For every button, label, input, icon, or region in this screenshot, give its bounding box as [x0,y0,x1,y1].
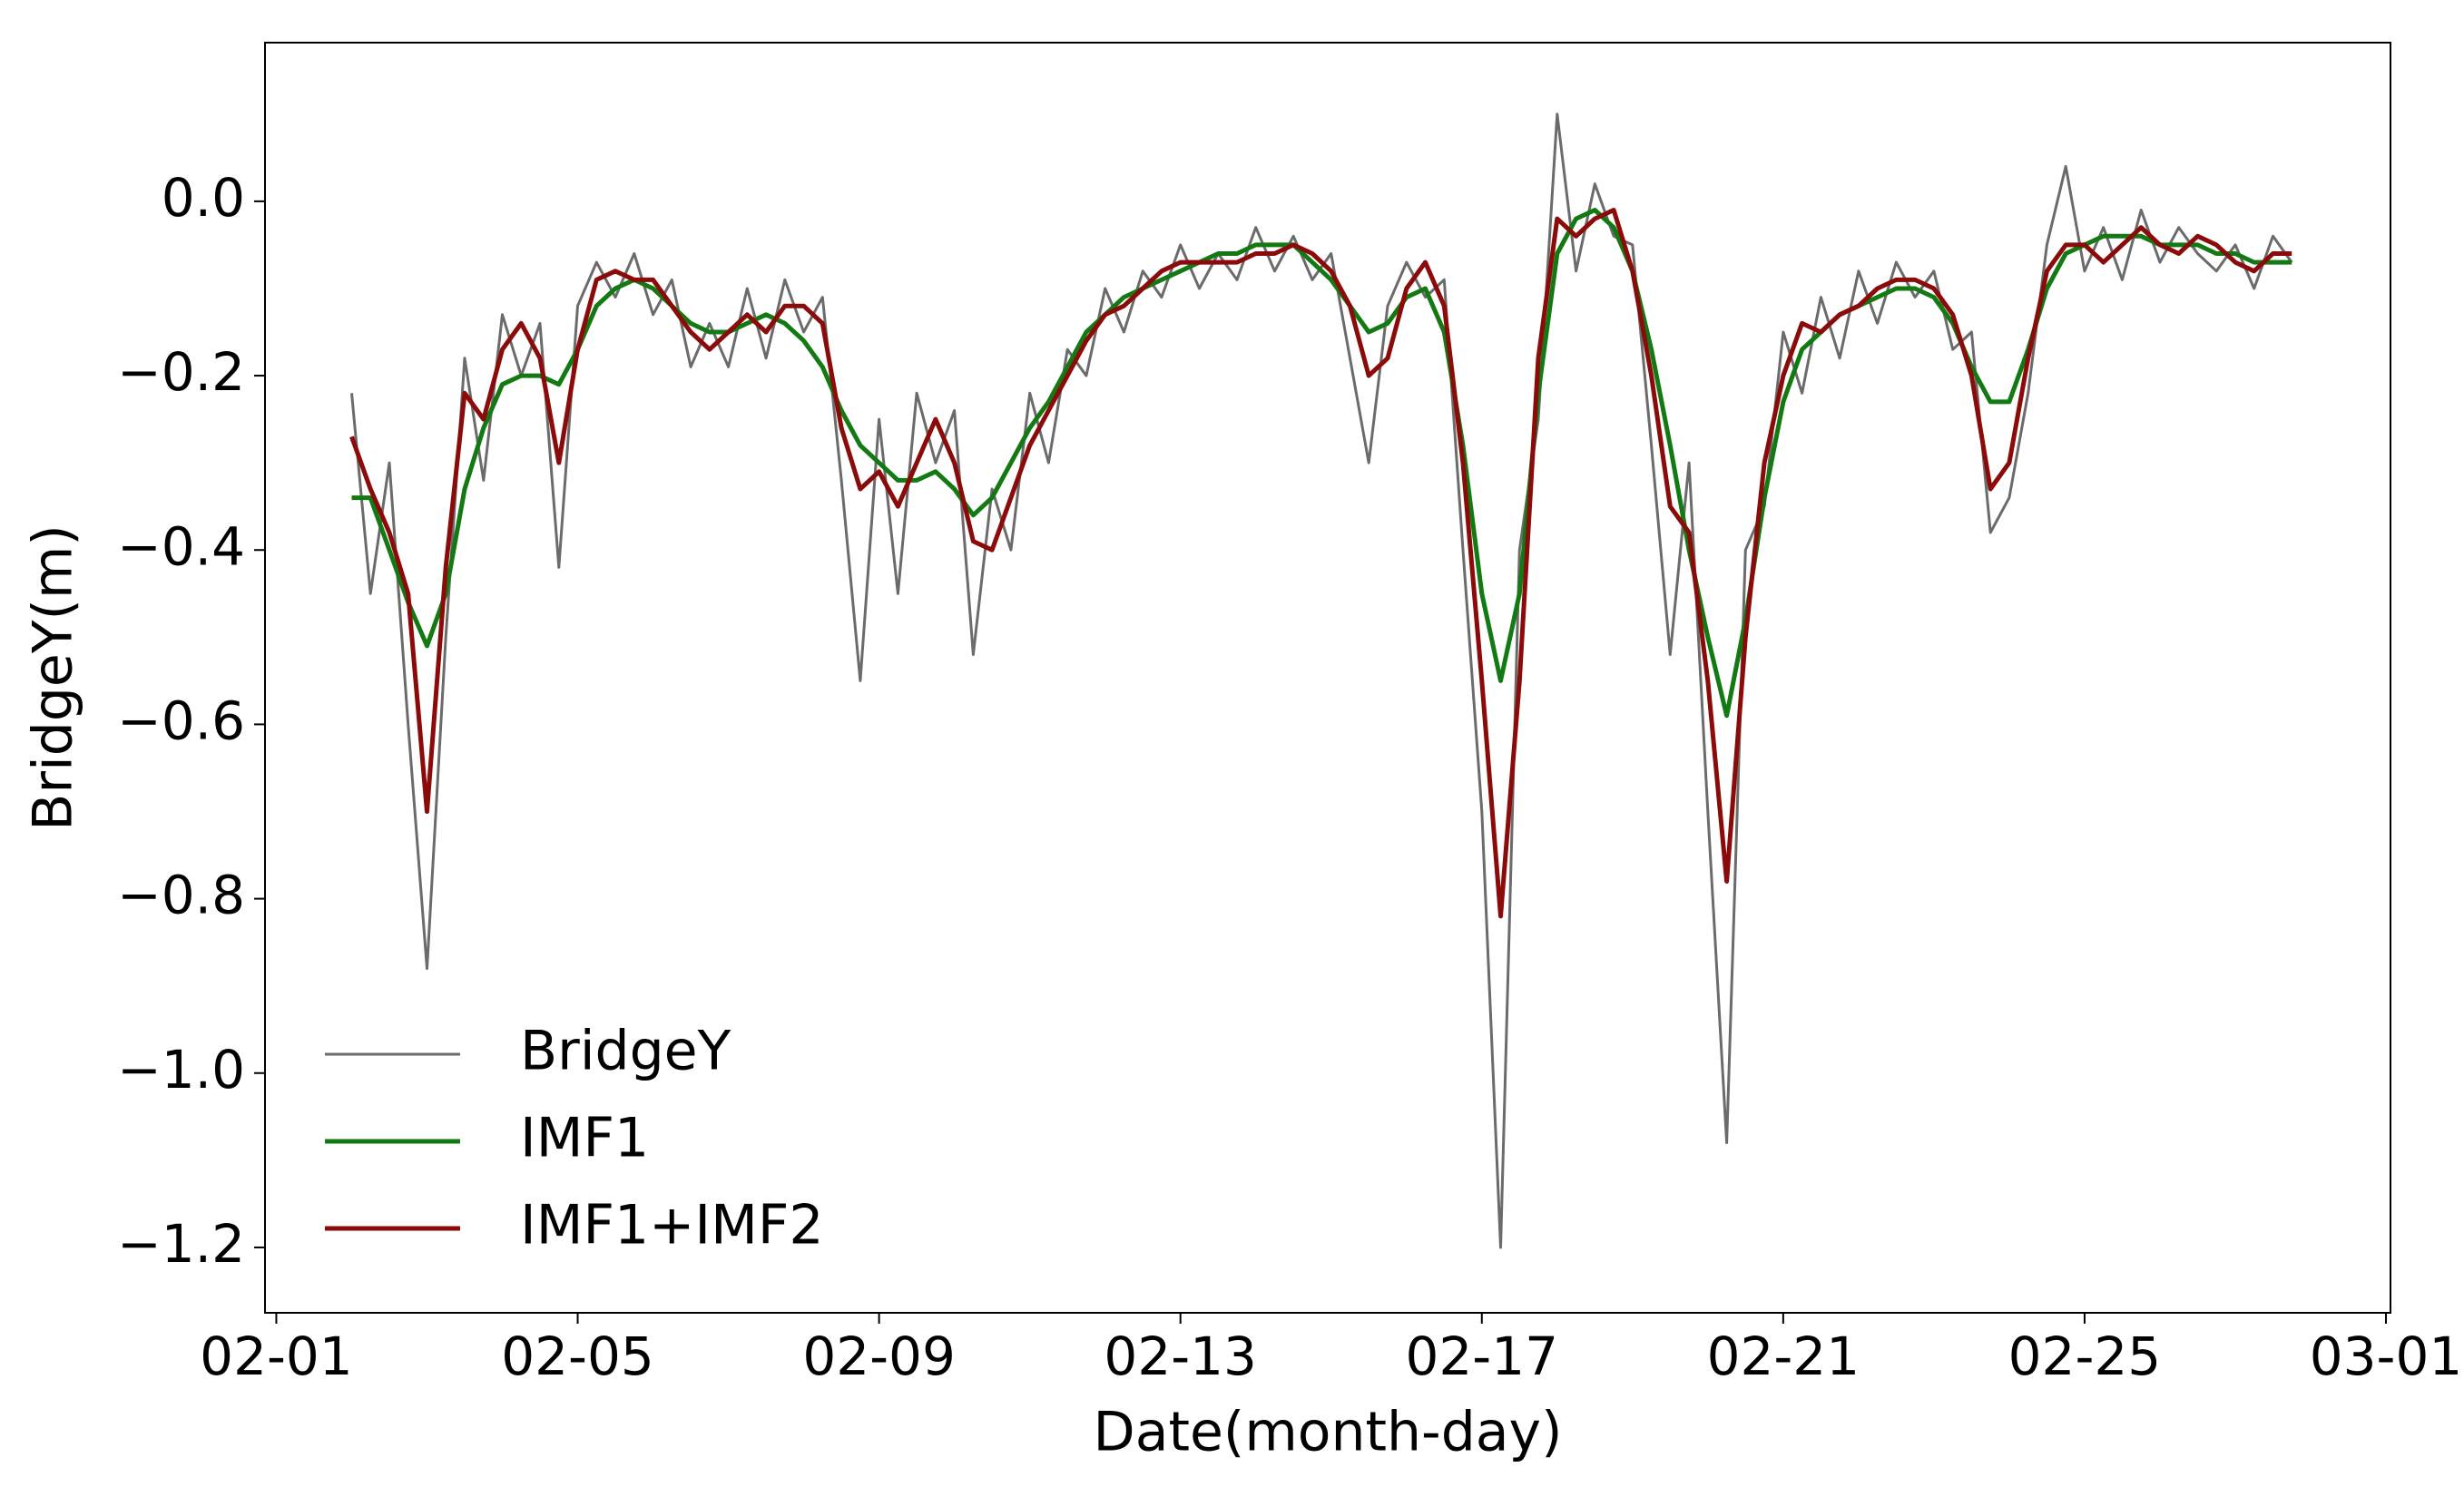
x-tick-label: 02-21 [1707,1326,1860,1387]
x-tick-label: 02-01 [200,1326,353,1387]
y-tick-label: −0.4 [117,515,245,577]
y-tick-label: −0.2 [117,341,245,403]
y-tick-label: −1.0 [117,1039,245,1101]
y-tick-label: −0.8 [117,865,245,926]
y-tick-label: −0.6 [117,690,245,752]
y-tick-label: −1.2 [117,1213,245,1275]
legend-label: BridgeY [520,1020,731,1083]
data-line [349,208,2292,919]
x-tick-label: 02-05 [501,1326,654,1387]
plot-frame [264,42,2391,1314]
x-tick-label: 02-17 [1406,1326,1559,1387]
x-tick-label: 02-13 [1104,1326,1257,1387]
legend-label: IMF1+IMF2 [520,1194,824,1257]
data-line [351,208,2292,719]
data-line [350,113,2293,1249]
y-axis-title: BridgeY(m) [22,524,85,831]
x-axis-title: Date(month-day) [1094,1401,1563,1464]
y-tick-label: 0.0 [162,167,245,229]
x-tick-label: 02-25 [2008,1326,2162,1387]
x-tick-label: 02-09 [802,1326,956,1387]
legend-label: IMF1 [520,1107,649,1170]
x-tick-label: 03-01 [2310,1326,2463,1387]
